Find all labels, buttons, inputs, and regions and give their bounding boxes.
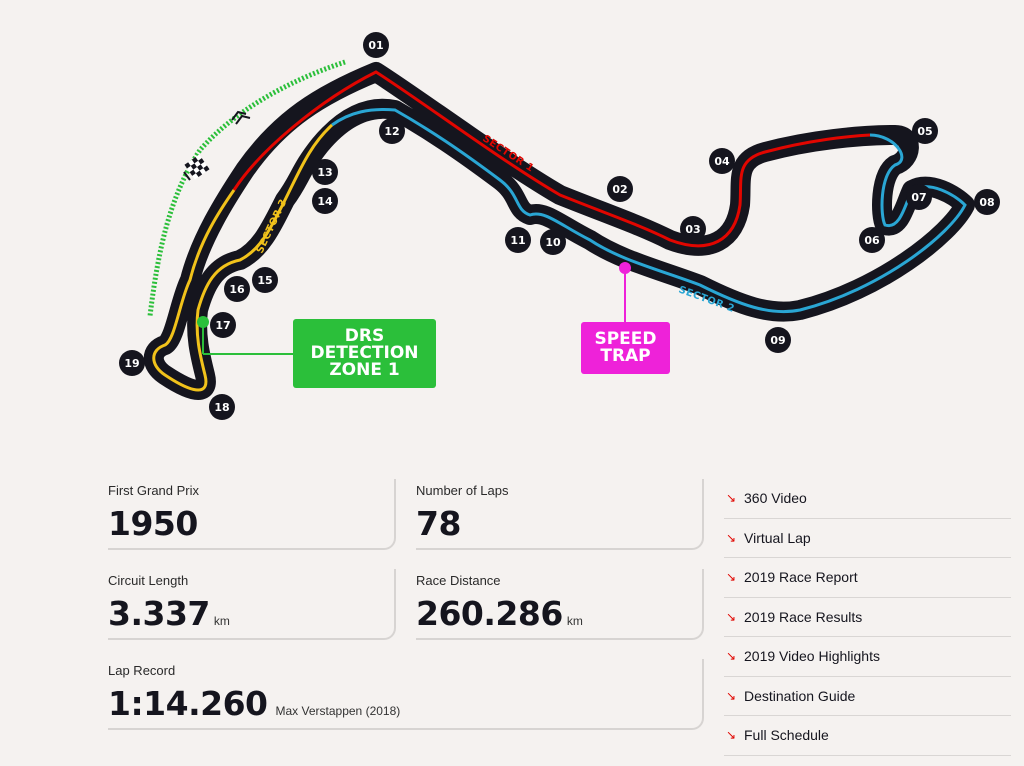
svg-text:16: 16: [229, 283, 245, 296]
stat-label: Circuit Length: [108, 573, 189, 588]
turn-marker-19: 19: [119, 350, 145, 376]
turn-marker-15: 15: [252, 267, 278, 293]
arrow-down-right-icon: ↘: [726, 728, 737, 743]
sector-3-line: [152, 123, 334, 392]
svg-text:05: 05: [917, 125, 932, 138]
sector-1-line: [232, 70, 871, 248]
sector-2-line: [331, 108, 967, 314]
circuit-map: SECTOR 1 SECTOR 2 SECTOR 3 01 02 03 04 0…: [119, 32, 1000, 420]
turn-marker-13: 13: [312, 159, 338, 185]
svg-text:10: 10: [545, 236, 561, 249]
arrow-down-right-icon: ↘: [726, 570, 737, 585]
link-race-results[interactable]: ↘ 2019 Race Results: [724, 598, 1011, 637]
stat-unit: km: [213, 614, 230, 628]
link-label: 2019 Race Report: [744, 569, 858, 586]
link-360-video[interactable]: ↘ 360 Video: [724, 479, 1011, 519]
svg-text:14: 14: [317, 195, 333, 208]
turn-marker-18: 18: [209, 394, 235, 420]
chequered-flag-icon: [183, 154, 210, 181]
svg-text:04: 04: [714, 155, 730, 168]
stat-label: Lap Record: [108, 663, 176, 678]
stat-value: 1950: [108, 504, 198, 543]
svg-text:12: 12: [384, 125, 399, 138]
svg-text:03: 03: [685, 223, 700, 236]
arrow-down-right-icon: ↘: [726, 649, 737, 664]
stat-number: 1:14.260: [108, 684, 268, 723]
drs-chevrons-icon: [231, 110, 251, 125]
turn-marker-16: 16: [224, 276, 250, 302]
stat-value: 260.286 km: [416, 594, 583, 633]
stat-unit: km: [566, 614, 583, 628]
arrow-down-right-icon: ↘: [726, 491, 737, 506]
stat-label: First Grand Prix: [108, 483, 200, 498]
stat-value: 3.337 km: [108, 594, 230, 633]
turn-marker-02: 02: [607, 176, 633, 202]
svg-text:13: 13: [317, 166, 332, 179]
turn-marker-05: 05: [912, 118, 938, 144]
turn-marker-06: 06: [859, 227, 885, 253]
stat-label: Number of Laps: [416, 483, 509, 498]
stat-circuit-length: Circuit Length 3.337 km: [108, 569, 396, 640]
turn-marker-11: 11: [505, 227, 531, 253]
turn-marker-04: 04: [709, 148, 735, 174]
arrow-down-right-icon: ↘: [726, 609, 737, 624]
drs-line-3: ZONE 1: [329, 360, 400, 380]
svg-text:19: 19: [124, 357, 139, 370]
drs-detection-zone-badge: DRS DETECTION ZONE 1: [293, 319, 436, 388]
stat-race-distance: Race Distance 260.286 km: [416, 569, 704, 640]
drs-line-1: DRS: [344, 326, 385, 346]
stat-number: 3.337: [108, 594, 210, 633]
turn-marker-07: 07: [906, 184, 932, 210]
speed-trap-line-1: SPEED: [594, 329, 657, 349]
svg-text:07: 07: [911, 191, 926, 204]
stat-value: 78: [416, 504, 461, 543]
stat-first-grand-prix: First Grand Prix 1950: [108, 479, 396, 550]
svg-text:02: 02: [612, 183, 627, 196]
link-full-schedule[interactable]: ↘ Full Schedule: [724, 716, 1011, 756]
turn-marker-10: 10: [540, 229, 566, 255]
link-label: 360 Video: [744, 490, 807, 507]
svg-text:17: 17: [215, 319, 230, 332]
svg-text:06: 06: [864, 234, 880, 247]
lap-record-holder: Max Verstappen (2018): [275, 704, 401, 718]
turn-marker-09: 09: [765, 327, 791, 353]
drs-detection-point: [197, 316, 209, 328]
svg-text:11: 11: [510, 234, 525, 247]
link-destination-guide[interactable]: ↘ Destination Guide: [724, 677, 1011, 716]
speed-trap-point: [619, 262, 631, 274]
turn-marker-17: 17: [210, 312, 236, 338]
svg-text:18: 18: [214, 401, 229, 414]
drs-line-2: DETECTION: [310, 343, 419, 363]
link-race-report[interactable]: ↘ 2019 Race Report: [724, 558, 1011, 598]
link-virtual-lap[interactable]: ↘ Virtual Lap: [724, 519, 1011, 558]
speed-trap-badge: SPEED TRAP: [581, 322, 670, 374]
circuit-links-list: ↘ 360 Video ↘ Virtual Lap ↘ 2019 Race Repor…: [724, 479, 1011, 756]
stat-number: 260.286: [416, 594, 563, 633]
svg-text:01: 01: [368, 39, 383, 52]
svg-text:09: 09: [770, 334, 785, 347]
turn-marker-12: 12: [379, 118, 405, 144]
link-video-highlights[interactable]: ↘ 2019 Video Highlights: [724, 637, 1011, 677]
arrow-down-right-icon: ↘: [726, 688, 737, 703]
speed-trap-line-2: TRAP: [600, 346, 651, 366]
svg-text:15: 15: [257, 274, 272, 287]
turn-marker-03: 03: [680, 216, 706, 242]
svg-text:08: 08: [979, 196, 994, 209]
stat-label: Race Distance: [416, 573, 501, 588]
stat-lap-record: Lap Record 1:14.260 Max Verstappen (2018): [108, 659, 704, 730]
turn-marker-08: 08: [974, 189, 1000, 215]
link-label: Virtual Lap: [744, 529, 811, 546]
link-label: 2019 Video Highlights: [744, 648, 880, 665]
arrow-down-right-icon: ↘: [726, 530, 737, 545]
link-label: Destination Guide: [744, 687, 856, 704]
turn-marker-01: 01: [363, 32, 389, 58]
stat-number-of-laps: Number of Laps 78: [416, 479, 704, 550]
link-label: 2019 Race Results: [744, 608, 863, 625]
link-label: Full Schedule: [744, 727, 829, 744]
turn-marker-14: 14: [312, 188, 338, 214]
turn-markers: 01 02 03 04 05 06 07 08 09 10 11 12 13 1…: [119, 32, 1000, 420]
stat-value: 1:14.260 Max Verstappen (2018): [108, 684, 400, 723]
